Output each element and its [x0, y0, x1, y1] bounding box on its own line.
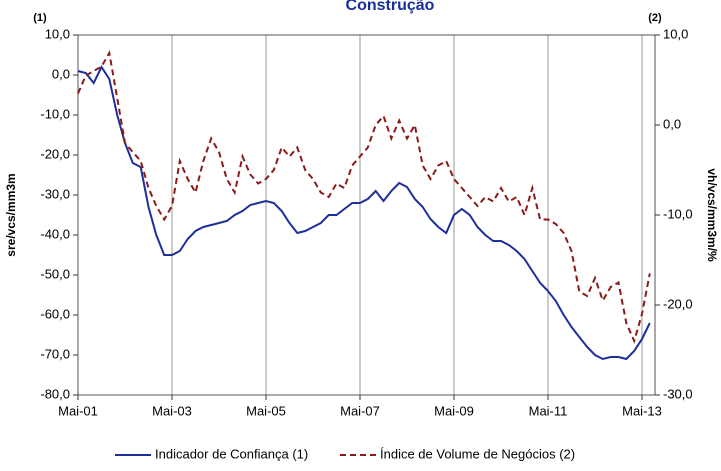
- y2-axis-label: vh/vcs/mm3m/%: [705, 168, 719, 262]
- plot-frame: [77, 34, 656, 396]
- x-tick-label: Mai-13: [622, 403, 662, 418]
- annotation: (2): [648, 12, 662, 24]
- series-line: [77, 50, 651, 344]
- x-tick-label: Mai-03: [152, 403, 192, 418]
- y-tick-label: -50,0: [40, 266, 70, 281]
- y2-tick-label: 0,0: [663, 116, 681, 131]
- x-tick-label: Mai-07: [340, 403, 380, 418]
- y2-tick-label: -20,0: [663, 296, 693, 311]
- y2-tick-label: 10,0: [663, 26, 688, 41]
- x-tick-label: Mai-01: [58, 403, 98, 418]
- y-tick-label: -60,0: [40, 306, 70, 321]
- x-tick-label: Mai-09: [434, 403, 474, 418]
- y-tick-label: -20,0: [40, 146, 70, 161]
- y2-tick-label: -30,0: [663, 386, 693, 401]
- annotation: (1): [33, 12, 47, 24]
- y2-tick-label: -10,0: [663, 206, 693, 221]
- y-axis-label: sre/vcs/mm3m: [4, 173, 18, 256]
- y-tick-label: -30,0: [40, 186, 70, 201]
- y-tick-label: -10,0: [40, 106, 70, 121]
- legend-label: Indicador de Confiança (1): [155, 446, 308, 461]
- chart-title: Construção: [346, 0, 435, 14]
- y-tick-label: -80,0: [40, 386, 70, 401]
- y-tick-label: -70,0: [40, 346, 70, 361]
- series-line: [77, 64, 651, 361]
- y-tick-label: 10,0: [45, 26, 70, 41]
- x-tick-label: Mai-05: [246, 403, 286, 418]
- x-tick-label: Mai-11: [529, 403, 568, 418]
- y-tick-label: -40,0: [40, 226, 70, 241]
- y-tick-label: 0,0: [52, 66, 70, 81]
- legend-label: Índice de Volume de Negócios (2): [380, 446, 575, 461]
